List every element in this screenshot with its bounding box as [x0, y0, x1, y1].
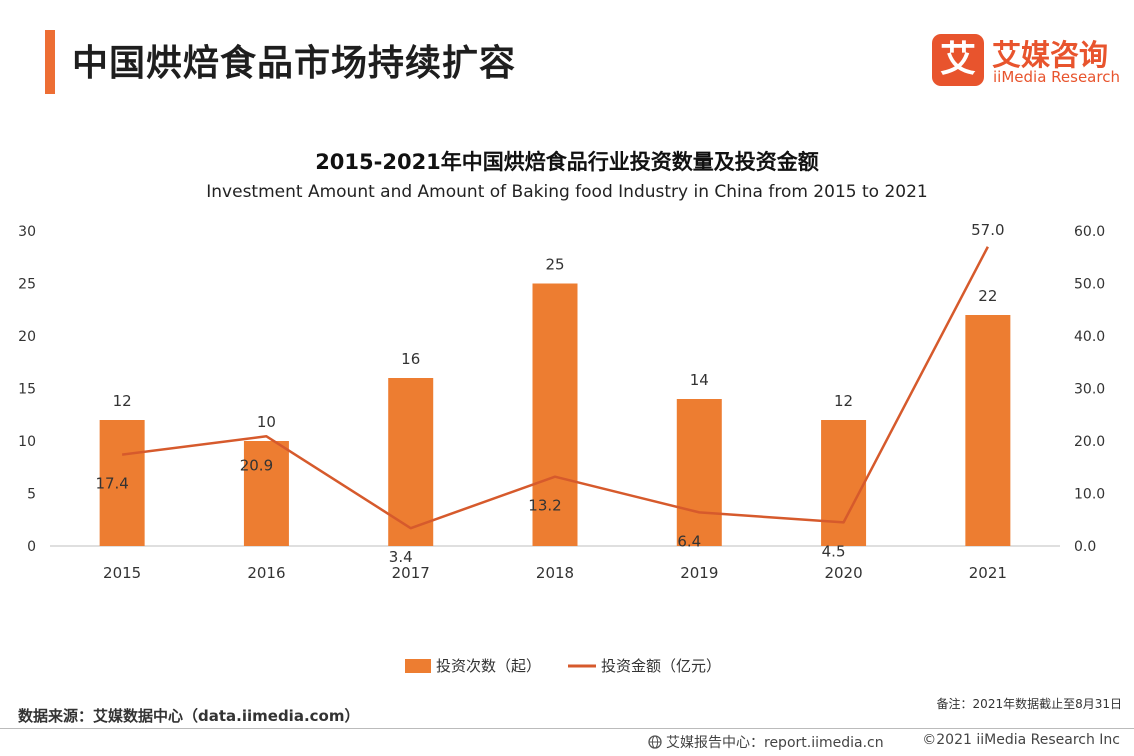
bar	[676, 399, 722, 546]
right-axis-tick-label: 20.0	[1074, 434, 1105, 450]
x-axis-tick-label: 2019	[680, 564, 718, 582]
data-note: 备注：2021年数据截止至8月31日	[936, 697, 1122, 711]
bar-value-label: 12	[113, 392, 132, 410]
bar	[532, 283, 578, 546]
x-axis-tick-label: 2018	[536, 564, 574, 582]
bar-value-label: 16	[401, 350, 420, 368]
left-axis-tick-label: 30	[18, 224, 36, 240]
data-source: 数据来源：艾媒数据中心（data.iimedia.com）	[18, 707, 360, 725]
x-axis-tick-label: 2015	[103, 564, 141, 582]
line-value-label: 3.4	[389, 548, 413, 566]
chart-subtitle: Investment Amount and Amount of Baking f…	[206, 182, 928, 202]
line-value-label: 4.5	[822, 542, 846, 560]
left-axis-tick-label: 0	[27, 539, 36, 555]
left-axis-tick-label: 15	[18, 382, 36, 398]
logo-mark-icon: 艾	[932, 34, 984, 86]
legend-line-label: 投资金额（亿元）	[601, 657, 721, 675]
bar-value-label: 14	[690, 371, 709, 389]
line-value-label: 13.2	[528, 497, 561, 515]
footer-divider	[0, 728, 1134, 729]
line-value-label: 6.4	[677, 532, 701, 550]
legend-bar-label: 投资次数（起）	[436, 657, 541, 675]
x-axis-tick-label: 2016	[247, 564, 285, 582]
title-accent-bar	[45, 30, 55, 94]
right-axis-tick-label: 10.0	[1074, 487, 1105, 503]
bar	[99, 420, 145, 546]
line-value-label: 57.0	[971, 221, 1004, 239]
logo-chinese-name: 艾媒咨询	[992, 38, 1109, 72]
bar-value-label: 22	[978, 287, 997, 305]
footer-report-link[interactable]: 艾媒报告中心：report.iimedia.cn	[666, 735, 884, 751]
right-axis-tick-label: 30.0	[1074, 382, 1105, 398]
bar-value-label: 12	[834, 392, 853, 410]
bar	[965, 315, 1011, 546]
line-value-label: 17.4	[95, 475, 128, 493]
logo-english-name: iiMedia Research	[993, 68, 1120, 86]
right-axis-tick-label: 40.0	[1074, 329, 1105, 345]
left-axis-tick-label: 25	[18, 277, 36, 293]
x-axis-tick-label: 2020	[824, 564, 862, 582]
footer-report-center[interactable]: 艾媒报告中心：report.iimedia.cn	[648, 732, 884, 752]
legend-bar-swatch	[405, 659, 431, 673]
right-axis-tick-label: 0.0	[1074, 539, 1096, 555]
x-axis-tick-label: 2017	[392, 564, 430, 582]
investment-combo-chart: 0 5 10 15 20 25 30 0.0 10.0 20.0 30.0 40.0 50.0 60.0 1…	[18, 221, 1105, 675]
logo-mark-glyph: 艾	[939, 39, 976, 80]
right-axis-tick-label: 60.0	[1074, 224, 1105, 240]
left-axis-tick-label: 5	[27, 487, 36, 503]
bar	[388, 378, 434, 546]
right-axis-tick-label: 50.0	[1074, 277, 1105, 293]
left-axis-tick-label: 20	[18, 329, 36, 345]
bar	[821, 420, 867, 546]
iimedia-logo: 艾 艾媒咨询 iiMedia Research	[932, 30, 1122, 90]
bar-value-label: 10	[257, 413, 276, 431]
page-title: 中国烘焙食品市场持续扩容	[72, 43, 517, 84]
bar-value-label: 25	[545, 256, 564, 274]
x-axis-tick-label: 2021	[969, 564, 1007, 582]
bar	[243, 441, 289, 546]
left-axis-tick-label: 10	[18, 434, 36, 450]
footer-copyright: ©2021 iiMedia Research Inc	[922, 732, 1120, 748]
amount-line	[121, 246, 989, 530]
line-value-label: 20.9	[240, 456, 273, 474]
globe-icon	[648, 735, 662, 749]
chart-title: 2015-2021年中国烘焙食品行业投资数量及投资金额	[315, 150, 819, 174]
